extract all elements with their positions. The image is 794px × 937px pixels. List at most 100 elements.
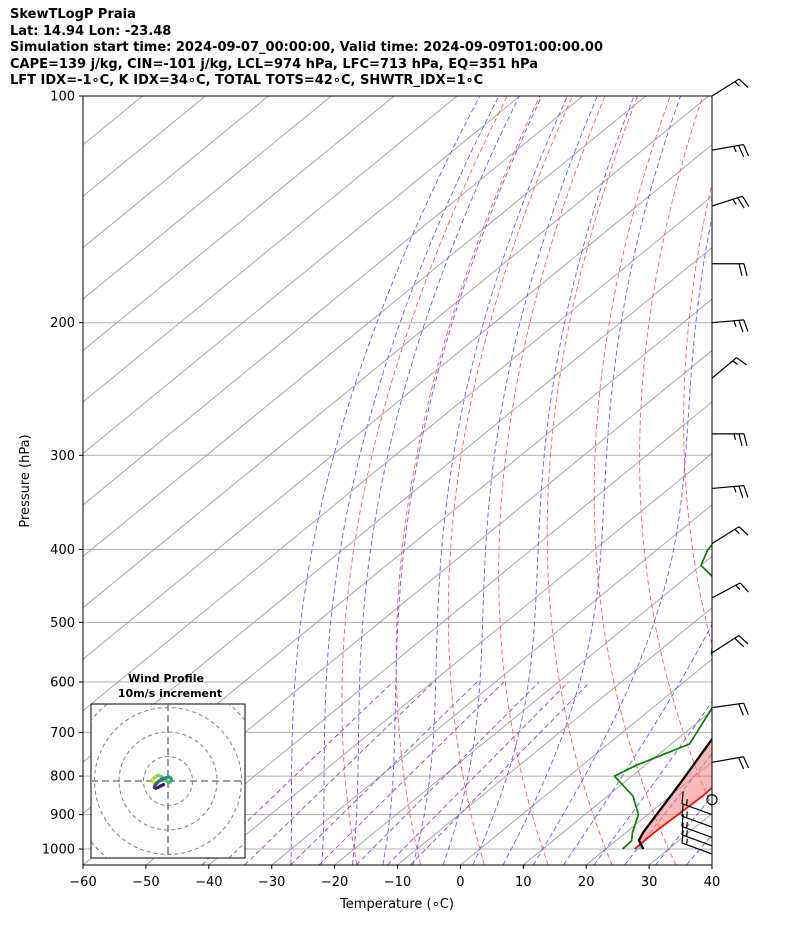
wind-barb-staff: [711, 485, 744, 490]
wind-barb-flag: [743, 433, 748, 447]
wind-barb-half-flag: [733, 320, 737, 327]
moist-adiabat-line: [718, 96, 794, 865]
isotherm-line: [145, 401, 712, 865]
moist-adiabat-line: [593, 700, 712, 865]
wind-barb-flag: [681, 791, 684, 804]
dry-adiabat-line: [447, 96, 573, 865]
mixing-ratio-line: [355, 681, 540, 865]
mixing-ratio-line: [387, 681, 569, 865]
isotherm-line: [83, 96, 709, 609]
wind-barb-flag: [738, 757, 745, 770]
calm-wind-circle: [706, 794, 718, 806]
location-text: Lat: 14.94 Lon: -23.48: [10, 23, 172, 39]
dry-adiabat-line: [593, 96, 677, 865]
isotherm-line: [271, 504, 712, 865]
mixing-ratio-line: [290, 681, 478, 865]
y-tick-label: 900: [50, 808, 75, 823]
wind-barb-flag: [742, 144, 750, 157]
wind-barb-flag: [741, 195, 750, 207]
wind-barb-flag: [738, 320, 744, 333]
isotherm-line: [83, 195, 712, 712]
moist-adiabat-line: [382, 96, 543, 865]
y-tick-label: 600: [50, 675, 75, 690]
isotherm-line: [775, 96, 794, 865]
x-tick-label: 20: [578, 875, 595, 890]
wind-barb-staff: [711, 195, 743, 207]
x-tick-label: −20: [321, 875, 348, 890]
moist-adiabat-line: [686, 834, 712, 865]
wind-barb-flag: [681, 814, 684, 827]
wind-barb-flag: [743, 319, 749, 332]
wind-barb-half-flag: [686, 830, 688, 837]
y-axis: 100 200 300 400 500 600 700 800 900 1000: [42, 90, 83, 858]
wind-barb-flag: [738, 703, 744, 716]
wind-barb-flag: [743, 702, 749, 715]
x-tick-label: −50: [132, 875, 159, 890]
x-axis: −60 −50 −40 −30 −20 −10 0 10 20 30 40: [69, 865, 720, 890]
wind-barb-half-flag: [735, 584, 741, 591]
wind-barb-half-flag: [733, 146, 737, 153]
x-tick-label: 30: [641, 875, 658, 890]
wind-barb-staff: [711, 319, 744, 324]
wind-barb-staff: [711, 526, 740, 545]
wind-barb-half-flag: [732, 198, 737, 205]
dry-adiabat-line: [726, 96, 794, 865]
dry-adiabat-line: [341, 96, 508, 865]
mixing-ratio-line: [410, 681, 591, 865]
moist-adiabat-line: [532, 214, 712, 865]
x-tick-label: −10: [384, 875, 411, 890]
wind-barb-staff: [681, 834, 713, 847]
x-tick-label: −40: [195, 875, 222, 890]
cape-text: CAPE=139 j/kg, CIN=-101 j/kg, LCL=974 hP…: [10, 56, 538, 72]
isotherm-line: [523, 710, 712, 865]
indices-text: LFT IDX=-1∘C, K IDX=34∘C, TOTAL TOTS=42∘…: [10, 73, 484, 89]
isotherm-line: [83, 96, 332, 300]
dewpoint-line: [613, 543, 712, 850]
moist-adiabat-line: [321, 96, 500, 865]
y-tick-label: 700: [50, 726, 75, 741]
wind-barb-staff: [711, 756, 744, 763]
wind-barb-flag: [681, 803, 684, 817]
wind-barb-flag: [738, 635, 749, 645]
x-tick-label: −60: [69, 875, 96, 890]
wind-barb-half-flag: [686, 838, 688, 845]
wind-barb-flag: [736, 357, 747, 366]
hodograph-inset: Wind Profile 10m/s increment: [90, 672, 246, 859]
wind-barb-flag: [738, 78, 749, 89]
wind-barb-flag: [743, 485, 749, 498]
wind-barb-flag: [734, 637, 745, 648]
hodograph-plot: [91, 704, 245, 858]
wind-barb-half-flag: [733, 486, 737, 493]
isotherm-line: [334, 555, 712, 865]
wind-barb-flag: [681, 830, 684, 844]
dry-adiabat-line: [395, 96, 541, 865]
isotherm-line: [83, 96, 584, 506]
wind-barb-half-flag: [733, 433, 737, 441]
hodograph-subtitle: 10m/s increment: [118, 687, 222, 700]
y-tick-label: 300: [50, 449, 75, 464]
hodograph-title: Wind Profile: [128, 672, 204, 685]
wind-barb-half-flag: [734, 528, 740, 535]
x-axis-label: Temperature (∘C): [339, 897, 454, 912]
wind-barb-staff: [711, 78, 740, 97]
mixing-ratio-line: [244, 681, 434, 865]
x-tick-label: 10: [515, 875, 532, 890]
dry-adiabat-line: [768, 96, 794, 865]
moist-adiabat-line: [749, 96, 794, 865]
temperature-line: [634, 786, 712, 850]
moist-adiabat-line: [563, 623, 712, 865]
isotherm-line: [83, 96, 269, 249]
chart-header: SkewTLogP Praia Lat: 14.94 Lon: -23.48 S…: [10, 7, 603, 90]
wind-barbs: [681, 78, 750, 855]
wind-barb-half-flag: [686, 799, 688, 806]
wind-barb-staff: [681, 803, 713, 816]
wind-barb-flag: [738, 433, 743, 447]
wind-barb-staff: [711, 634, 740, 654]
wind-barb-flag: [681, 822, 684, 835]
isotherm-line: [460, 658, 712, 865]
isotherm-line: [83, 144, 712, 660]
wind-barb-staff: [711, 582, 741, 599]
isotherm-line: [83, 96, 521, 454]
moist-adiabat-line: [472, 96, 635, 865]
